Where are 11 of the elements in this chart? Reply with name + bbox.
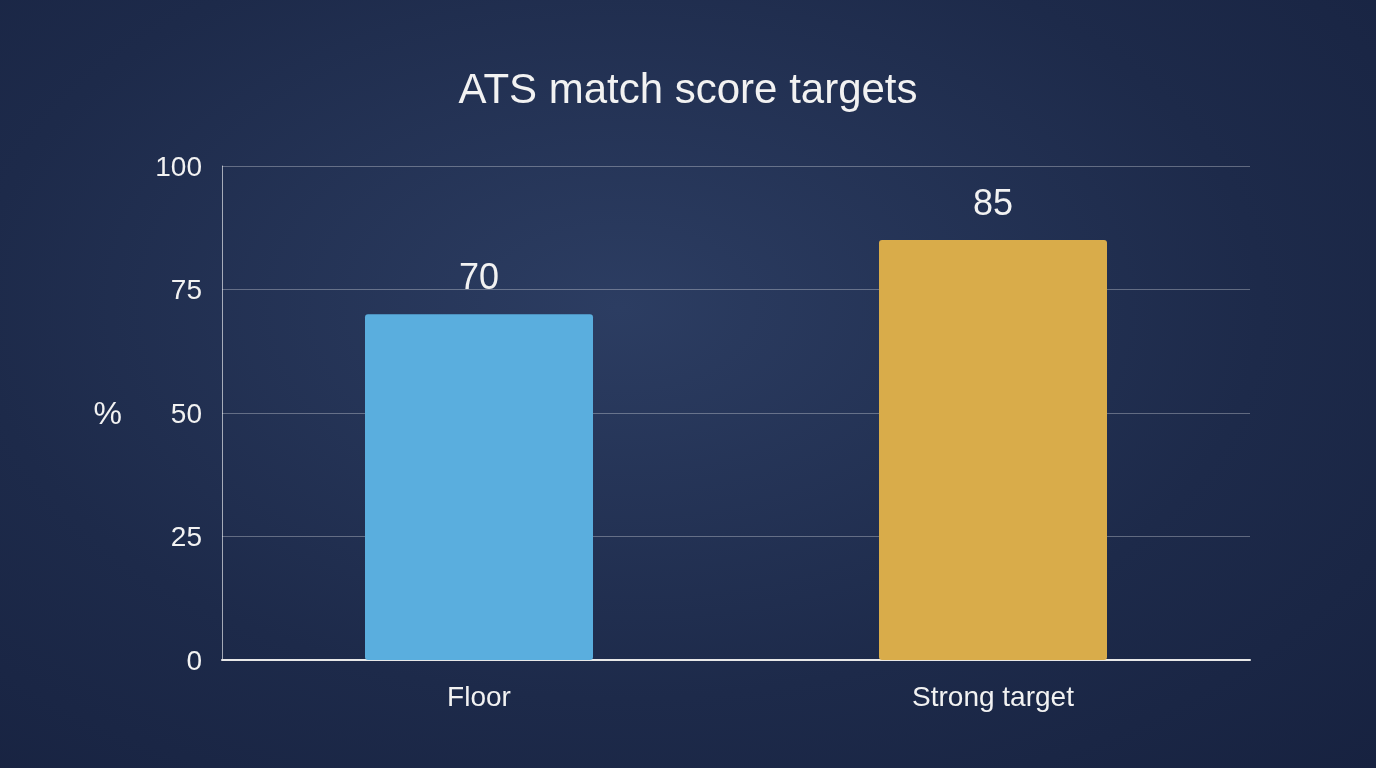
y-axis-title: %: [93, 395, 122, 431]
data-label: 85: [972, 181, 1014, 223]
y-tick-label: 25: [170, 521, 202, 552]
y-tick-label: 0: [186, 644, 202, 676]
y-tick-label: 100: [155, 150, 202, 182]
x-tick-label: Strong target: [912, 680, 1075, 712]
y-tick-label: 75: [170, 274, 202, 305]
chart-title: ATS match score targets: [458, 64, 918, 112]
x-tick-label: Floor: [447, 680, 511, 712]
y-tick-label: 50: [170, 397, 202, 429]
data-label: 70: [458, 255, 500, 297]
